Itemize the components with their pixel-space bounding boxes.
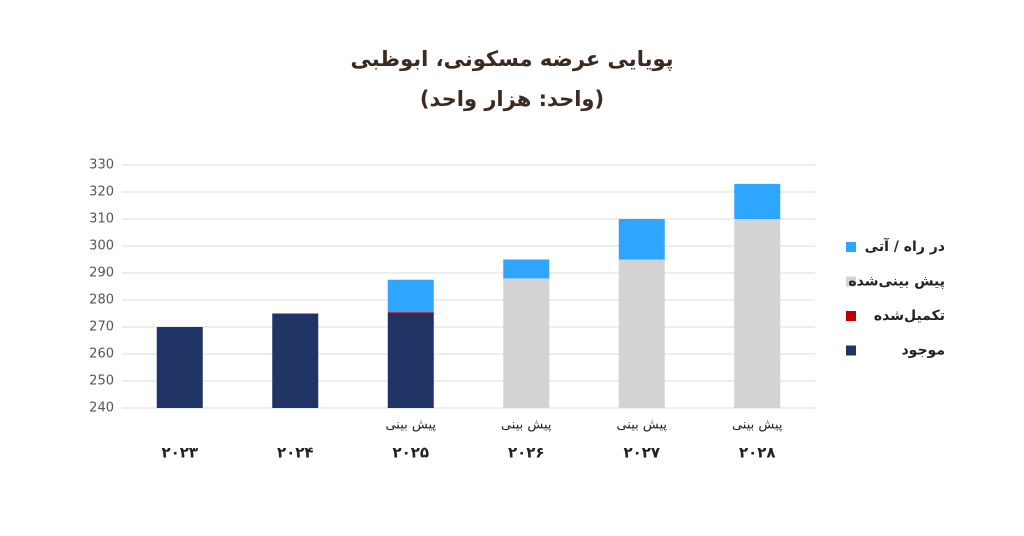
y-tick-label: 270 xyxy=(89,320,114,335)
bar-segment xyxy=(618,219,665,260)
y-tick-label: 260 xyxy=(89,347,114,362)
x-tick-note: پیش بینی xyxy=(732,418,783,433)
x-tick-note: پیش بینی xyxy=(501,418,552,433)
y-tick-label: 320 xyxy=(89,185,114,200)
x-tick-label: ۲۰۲۷ xyxy=(623,444,660,462)
bar-segment xyxy=(387,312,434,314)
legend-swatch xyxy=(846,345,856,356)
y-tick-label: 280 xyxy=(89,293,114,308)
x-tick-label: ۲۰۲۸ xyxy=(739,444,776,462)
x-tick-note: پیش بینی xyxy=(616,418,667,433)
x-tick-note: پیش بینی xyxy=(385,418,436,433)
y-tick-label: 310 xyxy=(89,212,114,227)
chart-title: پویایی عرضه مسکونی، ابوظبی xyxy=(350,47,673,71)
bar-segment xyxy=(387,313,434,408)
legend-label: در راه / آتی xyxy=(865,237,945,255)
bar-segment xyxy=(503,259,550,279)
y-tick-label: 330 xyxy=(89,158,114,173)
x-tick-label: ۲۰۲۳ xyxy=(161,444,198,462)
legend-swatch xyxy=(846,311,856,321)
x-tick-label: ۲۰۲۵ xyxy=(392,444,429,462)
legend-label: تکمیل‌شده xyxy=(874,308,945,324)
legend-label: پیش بینی‌شده xyxy=(848,274,945,290)
x-tick-label: ۲۰۲۶ xyxy=(508,444,545,462)
chart-subtitle: (واحد: هزار واحد) xyxy=(420,87,604,111)
x-tick-label: ۲۰۲۴ xyxy=(277,444,314,462)
bar-segment xyxy=(272,313,319,408)
bar-segment xyxy=(156,327,203,408)
legend-swatch xyxy=(846,276,856,287)
y-tick-label: 240 xyxy=(89,401,114,416)
legend-swatch xyxy=(846,242,856,252)
legend-label: موجود xyxy=(902,343,946,359)
bar-segment xyxy=(387,279,434,313)
y-tick-label: 300 xyxy=(89,239,114,254)
bar-segment xyxy=(503,278,550,408)
bar-segment xyxy=(734,219,781,408)
bar-segment xyxy=(618,259,665,408)
bar-segment xyxy=(734,183,781,219)
y-tick-label: 250 xyxy=(89,374,114,389)
y-tick-label: 290 xyxy=(89,266,114,281)
